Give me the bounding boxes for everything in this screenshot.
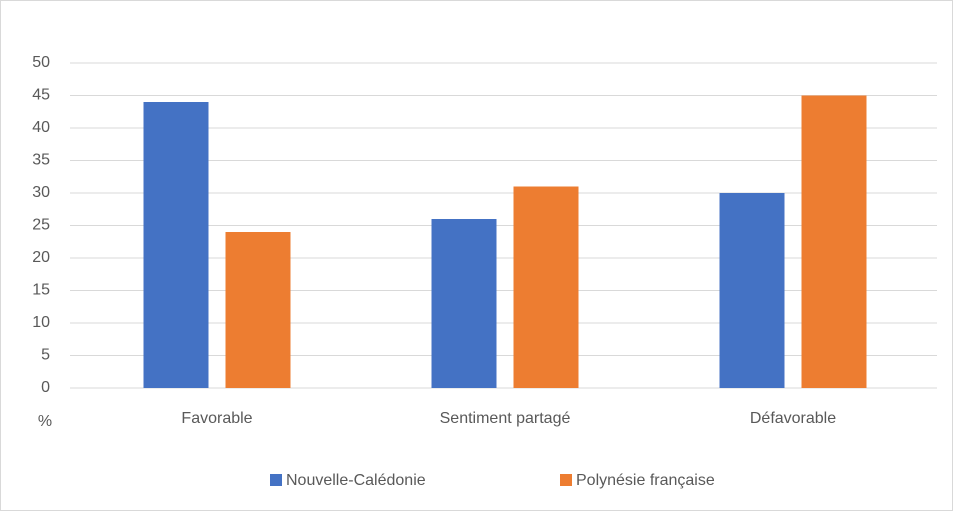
y-tick-label: 0 — [41, 379, 50, 396]
y-axis-label: % — [38, 413, 52, 430]
x-tick-label: Favorable — [181, 410, 252, 427]
y-tick-label: 10 — [32, 314, 50, 331]
legend-label: Nouvelle-Calédonie — [286, 472, 426, 489]
x-tick-label: Défavorable — [750, 410, 836, 427]
y-tick-label: 5 — [41, 347, 50, 364]
y-tick-label: 25 — [32, 217, 50, 234]
y-tick-label: 50 — [32, 54, 50, 71]
bar — [719, 193, 785, 388]
bar — [225, 232, 291, 388]
y-tick-label: 20 — [32, 249, 50, 266]
legend-swatch — [270, 474, 282, 486]
y-tick-label: 30 — [32, 184, 50, 201]
y-tick-label: 45 — [32, 87, 50, 104]
x-tick-label: Sentiment partagé — [440, 410, 571, 427]
bar — [143, 102, 209, 388]
bar — [513, 186, 579, 388]
y-tick-label: 40 — [32, 119, 50, 136]
bar — [431, 219, 497, 388]
legend-label: Polynésie française — [576, 472, 715, 489]
y-tick-label: 15 — [32, 282, 50, 299]
legend-swatch — [560, 474, 572, 486]
y-tick-label: 35 — [32, 152, 50, 169]
bar — [801, 95, 867, 388]
